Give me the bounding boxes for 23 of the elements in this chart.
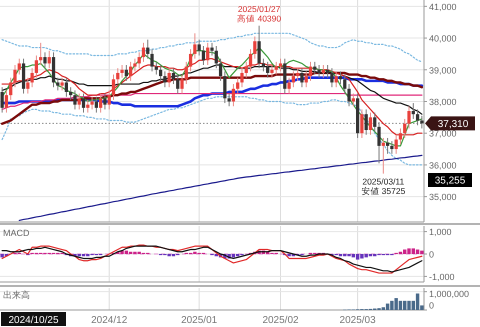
y-tick-label: 1,000 — [429, 227, 452, 238]
chart-title: MACD — [3, 228, 30, 238]
y-tick-label: 0 — [429, 250, 434, 260]
y-tick-label: 1,000,000 — [429, 289, 470, 299]
y-tick-label: 40,000 — [429, 34, 457, 44]
text: 35,255 — [434, 176, 466, 186]
y-tick-label: 36,000 — [429, 160, 457, 170]
y-tick-label: 39,000 — [429, 65, 457, 76]
text: 2024/10/25 — [8, 315, 59, 326]
x-tick-label: 2025/02 — [262, 315, 300, 326]
y-tick-label: 0 — [429, 300, 434, 310]
annotation: 2025/03/11 安値 35725 — [361, 176, 406, 196]
y-tick-label: 41,000 — [429, 2, 457, 12]
ref-line-label: 37,310 — [438, 118, 469, 130]
x-tick-label: 2025/01 — [181, 315, 218, 326]
x-tick-label: 2025/03 — [340, 315, 376, 326]
chart-title: 出来高 — [3, 290, 30, 300]
y-tick-label: -1,000 — [429, 272, 455, 282]
x-tick-label: 2024/12 — [91, 315, 128, 326]
y-tick-label: 38,000 — [429, 96, 457, 107]
y-tick-label: 35,000 — [429, 192, 457, 202]
annotation: 2025/01/27 高値 40390 — [237, 4, 282, 24]
y-tick-label: 37,000 — [429, 128, 457, 139]
